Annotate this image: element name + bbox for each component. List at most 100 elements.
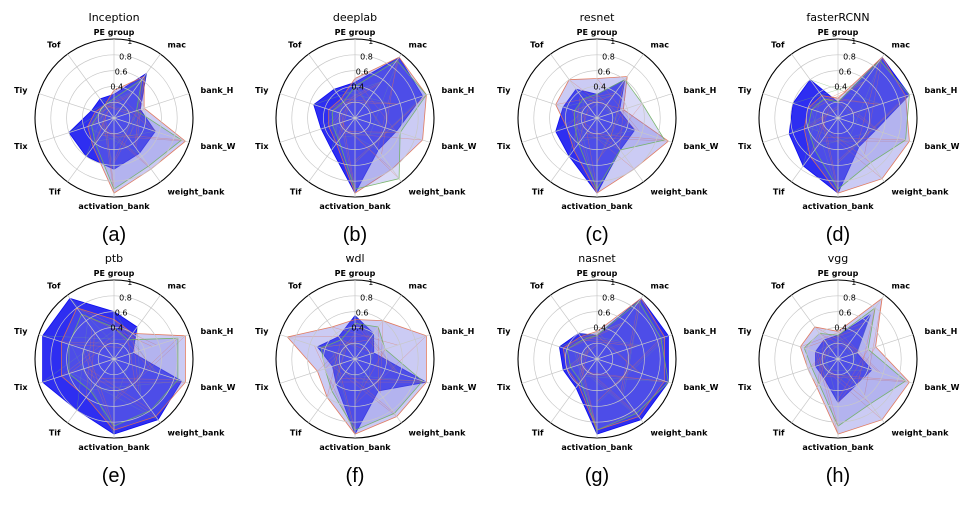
series-trace-line — [824, 98, 881, 105]
series-trace-line — [584, 376, 669, 383]
series-trace-line — [381, 60, 398, 155]
radial-tick-label: 0.6 — [356, 67, 369, 76]
spoke-line — [67, 358, 115, 424]
series-trace-line — [336, 106, 347, 144]
series-trace-line — [837, 335, 879, 373]
axis-label: mac — [892, 40, 911, 49]
series-trace-line — [354, 335, 427, 405]
series-trace-line — [822, 363, 871, 404]
axis-label: weight_bank — [892, 429, 950, 438]
series-trace-line — [91, 106, 115, 126]
series-trace-line — [338, 336, 367, 356]
panel-caption: (d) — [826, 224, 850, 246]
axis-label: mac — [892, 281, 911, 290]
series-trace-line — [42, 330, 115, 383]
panel-title: Inception — [88, 11, 139, 24]
axis-label: activation_bank — [561, 443, 633, 452]
panel-title: wdl — [345, 252, 364, 265]
radial-tick-label: 1 — [610, 278, 615, 287]
axis-label: mac — [651, 40, 670, 49]
series-trace-line — [354, 94, 427, 161]
axis-label: Tof — [47, 281, 61, 290]
spoke-line — [113, 117, 161, 183]
series-trace-line — [596, 336, 665, 402]
series-trace-line — [578, 364, 639, 417]
axis-label: Tif — [532, 188, 544, 197]
spoke-line — [113, 358, 161, 424]
series-trace-line — [563, 322, 624, 349]
series-trace-line — [61, 335, 115, 377]
spoke-line — [762, 334, 839, 360]
series-trace-line — [332, 83, 381, 111]
radial-tick-label: 0.8 — [119, 52, 132, 61]
axis-label: Tix — [497, 383, 511, 392]
series-trace-line — [821, 112, 839, 190]
spoke-line — [837, 117, 914, 143]
series-trace-line — [136, 76, 145, 149]
series-trace-line — [332, 98, 356, 126]
series-trace-line — [104, 115, 115, 190]
spoke-line — [521, 334, 598, 360]
radial-tick-label: 1 — [851, 278, 856, 287]
axis-label: Tix — [14, 142, 28, 151]
series-trace-line — [585, 374, 665, 382]
axis-label: Tif — [773, 188, 785, 197]
axis-label: weight_bank — [409, 429, 467, 438]
series-trace-line — [578, 333, 640, 346]
axis-label: weight_bank — [409, 188, 467, 197]
series-trace-line — [809, 104, 829, 157]
spoke-line — [279, 93, 356, 119]
radial-tick-label: 0.6 — [115, 308, 128, 317]
spoke-line — [550, 358, 598, 424]
axis-label: activation_bank — [561, 202, 633, 211]
series-trace-line — [379, 320, 384, 394]
spoke-line — [308, 117, 356, 183]
radial-tick-label: 1 — [127, 37, 132, 46]
series-trace-line — [566, 324, 623, 350]
series-trace-line — [343, 133, 423, 141]
series-trace-line — [814, 106, 830, 151]
axis-label: weight_bank — [168, 188, 226, 197]
series-trace-line — [825, 376, 910, 383]
series-trace-line — [341, 122, 400, 179]
panel-title: fasterRCNN — [806, 11, 869, 24]
radial-tick-label: 1 — [610, 37, 615, 46]
axis-label: Tif — [773, 429, 785, 438]
radial-tick-label: 1 — [368, 37, 373, 46]
radar-panel: 0.4 0.6 0.8 1PE group mac bank_H bank_W weight_… — [14, 252, 236, 487]
axis-label: activation_bank — [802, 443, 874, 452]
series-trace-line — [82, 369, 156, 417]
series-trace-line — [95, 110, 109, 144]
spoke-line — [791, 294, 839, 360]
axis-label: Tiy — [497, 327, 511, 336]
radial-tick-label: 1 — [127, 278, 132, 287]
axis-label: Tiy — [497, 86, 511, 95]
spoke-line — [596, 117, 673, 143]
axis-label: mac — [409, 40, 428, 49]
axis-label: bank_W — [442, 383, 477, 392]
series-trace-line — [596, 335, 640, 374]
spoke-line — [596, 358, 673, 384]
spoke-line — [354, 93, 431, 119]
series-trace-line — [341, 113, 356, 190]
axis-label: bank_H — [442, 327, 475, 336]
series-trace-line — [817, 124, 883, 179]
series-trace-line — [837, 102, 861, 126]
axis-label: PE group — [335, 269, 376, 278]
series-trace-line — [581, 363, 637, 414]
series-trace-line — [331, 347, 347, 392]
axis-label: bank_W — [201, 142, 236, 151]
spoke-line — [596, 358, 644, 424]
series-trace-line — [354, 315, 399, 374]
spoke-line — [596, 334, 673, 360]
spoke-line — [550, 294, 598, 360]
series-trace-line — [354, 323, 396, 373]
spoke-line — [354, 53, 402, 119]
radial-tick-label: 0.8 — [119, 293, 132, 302]
series-trace-line — [566, 342, 598, 369]
radial-tick-label: 0.6 — [598, 67, 611, 76]
spoke-line — [521, 93, 598, 119]
axis-label: activation_bank — [78, 443, 150, 452]
radar-panel: 0.4 0.6 0.8 1PE group mac bank_H bank_W weight_… — [14, 11, 236, 246]
